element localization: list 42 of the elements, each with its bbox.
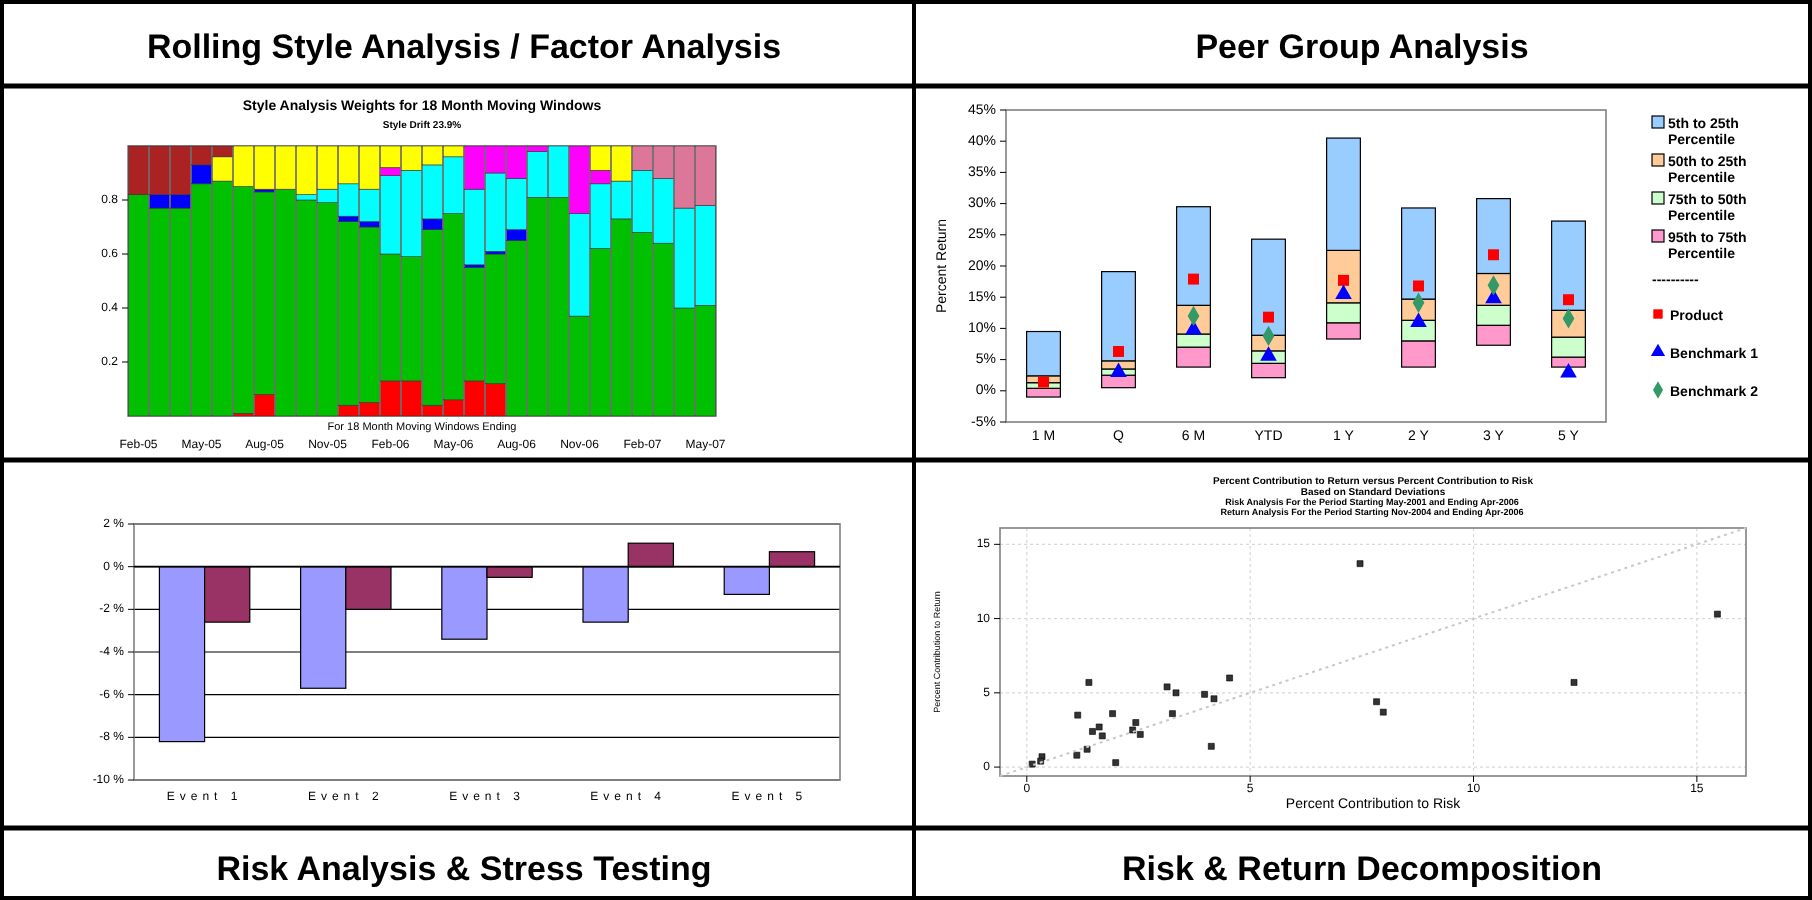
point xyxy=(1113,346,1124,357)
point xyxy=(1169,710,1176,717)
bar xyxy=(1026,387,1061,398)
point xyxy=(1201,691,1208,698)
point xyxy=(1172,689,1180,697)
point xyxy=(1132,719,1140,726)
point xyxy=(1089,728,1096,735)
point xyxy=(1085,679,1093,686)
point xyxy=(1410,312,1427,327)
text: Risk Analysis & Stress Testing xyxy=(216,850,712,888)
chart-title: Peer Group Analysis xyxy=(1195,28,1529,66)
point xyxy=(1210,695,1218,703)
point xyxy=(1338,274,1349,286)
point xyxy=(1379,708,1387,716)
point xyxy=(1109,710,1116,717)
point xyxy=(1263,311,1274,323)
point xyxy=(1095,723,1103,731)
point xyxy=(1074,711,1082,719)
bar xyxy=(1101,271,1136,362)
point xyxy=(1563,294,1574,306)
point xyxy=(1260,346,1277,361)
bar xyxy=(1026,330,1061,377)
point xyxy=(1373,698,1380,706)
point xyxy=(1207,743,1215,750)
point xyxy=(1413,280,1424,292)
point xyxy=(1112,759,1119,766)
point xyxy=(1356,560,1364,567)
text: Rolling Style Analysis / Factor Analysis xyxy=(146,28,782,66)
point xyxy=(1099,732,1106,740)
text: Risk & Return Decomposition xyxy=(1122,850,1602,888)
point xyxy=(1110,362,1127,377)
point xyxy=(1136,731,1144,738)
point xyxy=(1714,610,1721,618)
point xyxy=(1038,376,1049,388)
point xyxy=(1335,284,1352,299)
point xyxy=(1188,273,1199,285)
point xyxy=(1226,674,1233,682)
point xyxy=(1163,683,1171,691)
point xyxy=(1570,679,1578,686)
point xyxy=(1560,363,1577,378)
point xyxy=(1488,249,1499,261)
point xyxy=(1073,751,1081,759)
